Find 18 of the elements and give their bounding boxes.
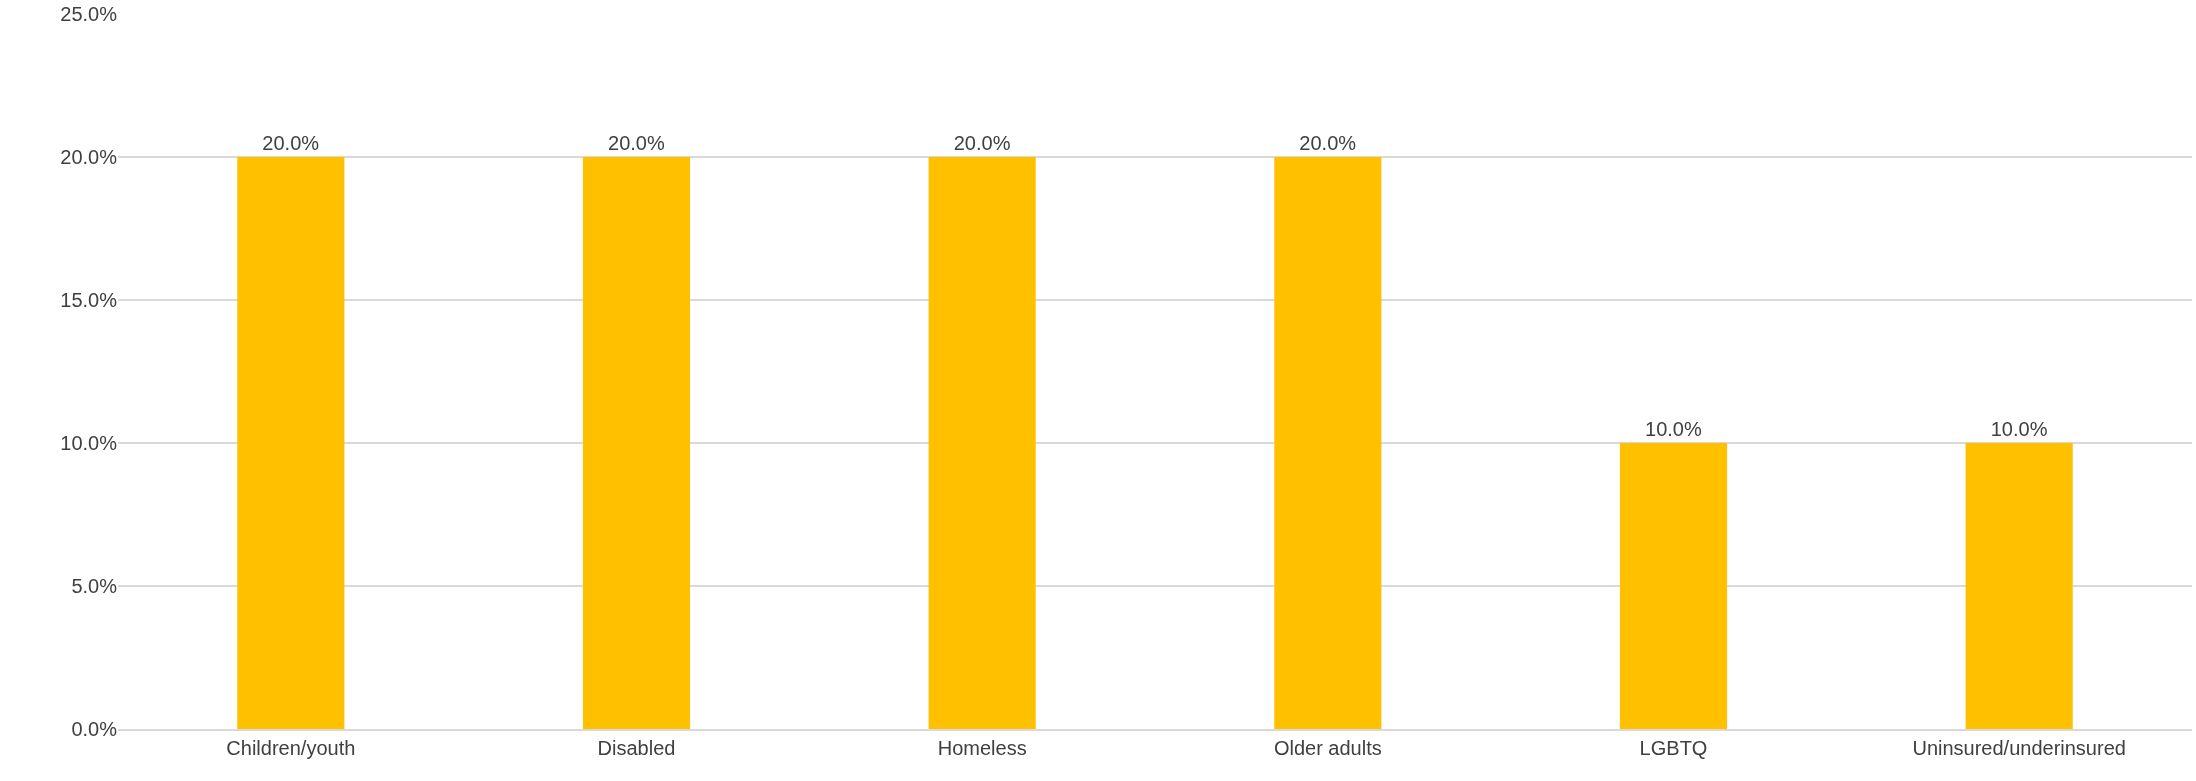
y-tick-label: 25.0% [60,3,118,25]
y-tick-label: 0.0% [71,718,118,740]
x-tick-label: Uninsured/underinsured [1912,736,2126,759]
data-label: 20.0% [608,132,665,154]
x-tick-label: Children/youth [226,736,356,759]
x-tick-label: Older adults [1273,736,1382,759]
x-tick-label: Homeless [937,736,1027,759]
data-label: 20.0% [1299,132,1357,154]
y-tick-label: 5.0% [71,575,118,597]
data-label: 20.0% [262,132,320,154]
x-tick-label: LGBTQ [1639,736,1708,759]
data-label: 20.0% [953,132,1011,154]
y-tick-label: 15.0% [60,289,118,311]
data-label: 10.0% [1990,418,2048,440]
y-tick-label: 20.0% [60,146,118,168]
x-tick-label: Disabled [597,736,676,759]
data-label: 10.0% [1645,418,1702,440]
y-tick-label: 10.0% [60,432,118,454]
